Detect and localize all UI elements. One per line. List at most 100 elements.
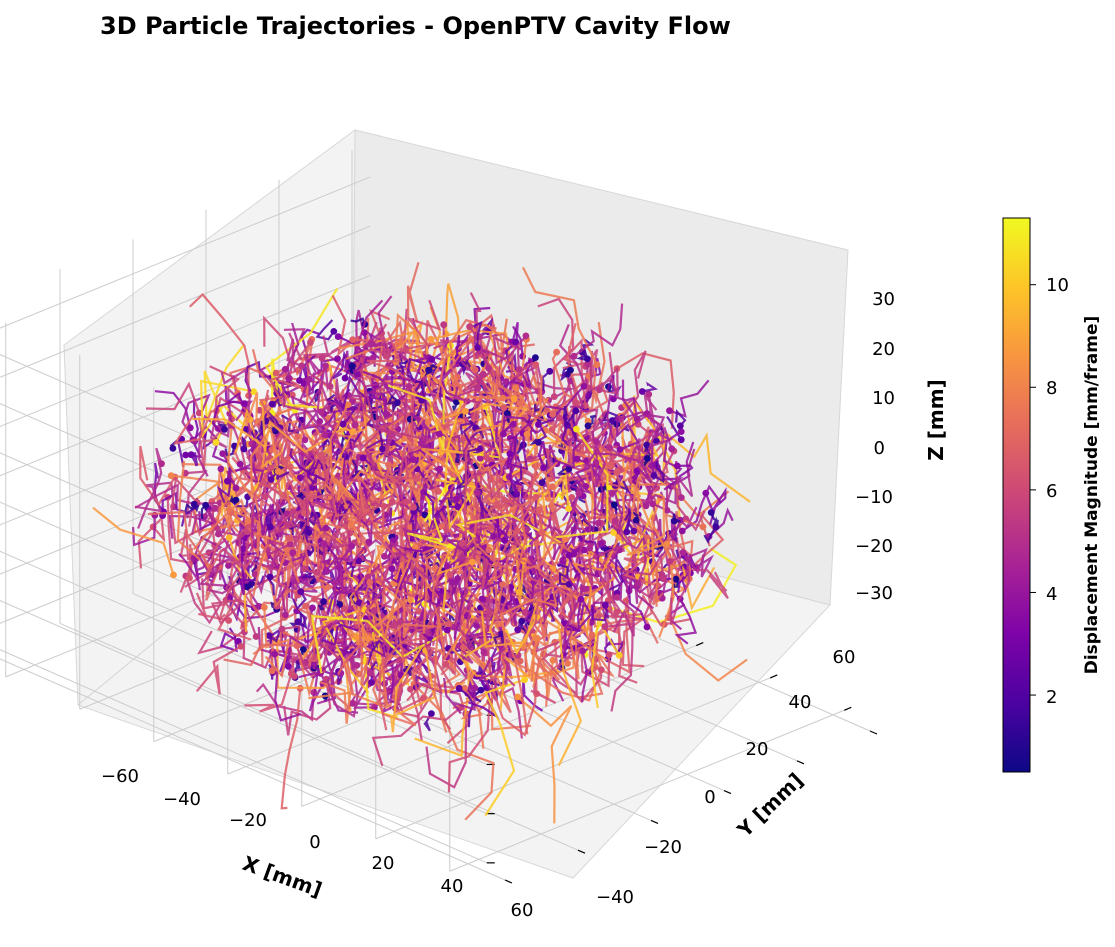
particle-point xyxy=(417,439,425,447)
trajectory-line xyxy=(653,563,693,585)
particle-point xyxy=(301,436,309,444)
trajectory-line xyxy=(190,507,216,536)
colorbar-label: Displacement Magnitude [mm/frame] xyxy=(1082,316,1102,675)
particle-point xyxy=(630,527,638,535)
trajectory-line xyxy=(176,460,210,569)
particle-point xyxy=(487,524,494,531)
particle-point xyxy=(355,557,362,565)
particle-point xyxy=(244,517,252,525)
trajectory-line xyxy=(498,634,603,702)
particle-point xyxy=(379,445,386,453)
trajectory-line xyxy=(206,509,248,556)
x-tick-label: −20 xyxy=(229,810,267,831)
particle-point xyxy=(707,509,715,516)
particle-point xyxy=(469,558,476,566)
particle-point xyxy=(477,686,485,694)
grid-line xyxy=(375,674,778,840)
particle-point xyxy=(522,332,530,340)
grid-line xyxy=(449,706,852,872)
particle-point xyxy=(402,498,410,506)
trajectory-line xyxy=(406,357,433,375)
grid-line xyxy=(0,225,371,378)
particle-point xyxy=(485,364,492,372)
trajectory-line xyxy=(333,537,370,563)
trajectory-line xyxy=(445,406,502,503)
particle-point xyxy=(540,464,547,472)
particle-point xyxy=(435,430,443,438)
particle-point xyxy=(322,362,329,370)
particle-point xyxy=(499,394,507,402)
trajectory-line xyxy=(192,498,249,551)
particle-point xyxy=(533,634,541,642)
trajectory-line xyxy=(266,543,291,574)
trajectory-line xyxy=(677,464,694,478)
trajectory-line xyxy=(415,456,426,479)
trajectory-line xyxy=(329,392,368,507)
particle-point xyxy=(478,595,486,603)
particle-point xyxy=(167,472,175,479)
trajectory-line xyxy=(541,531,575,620)
particle-point xyxy=(668,445,676,453)
particle-point xyxy=(211,504,219,512)
trajectory-line xyxy=(468,292,482,343)
particle-point xyxy=(217,465,225,473)
particle-point xyxy=(643,623,651,631)
particle-point xyxy=(349,362,356,370)
particle-point xyxy=(443,626,451,634)
particle-point xyxy=(309,604,316,612)
particle-point xyxy=(268,667,276,675)
particle-point xyxy=(182,451,190,459)
trajectory-line xyxy=(269,510,309,549)
particle-point xyxy=(572,399,579,406)
particle-point xyxy=(300,565,308,573)
particle-point xyxy=(296,474,304,482)
trajectory-line xyxy=(227,426,280,502)
trajectory-line xyxy=(244,673,293,713)
particle-point xyxy=(649,500,657,508)
trajectory-line xyxy=(570,492,586,563)
particle-point xyxy=(355,599,363,607)
trajectory-line xyxy=(388,450,410,480)
trajectory-line xyxy=(556,647,597,686)
trajectory-line xyxy=(462,369,487,393)
particle-point xyxy=(443,563,451,570)
particle-point xyxy=(284,663,292,670)
particle-point xyxy=(565,505,572,512)
particle-point xyxy=(453,398,460,406)
particle-point xyxy=(549,656,557,664)
x-tick-labels: −60 −40 −20 0 20 40 60 xyxy=(101,766,533,921)
particle-point xyxy=(413,475,421,483)
trajectory-line xyxy=(582,520,632,587)
particle-point xyxy=(219,450,227,457)
trajectory-line xyxy=(355,309,375,354)
colorbar: 2 4 6 8 10 Displacement Magnitude [mm/fr… xyxy=(1002,217,1102,773)
grid-line xyxy=(0,599,487,815)
particle-point xyxy=(532,354,539,361)
trajectory-line xyxy=(558,470,589,492)
trajectory-line xyxy=(622,552,665,579)
particle-point xyxy=(595,386,603,394)
particle-point xyxy=(673,462,681,470)
trajectory-line xyxy=(218,524,255,621)
particle-point xyxy=(396,338,404,346)
trajectory-line xyxy=(319,545,353,587)
particle-point xyxy=(608,489,616,497)
particle-point xyxy=(454,575,461,583)
particle-point xyxy=(224,477,231,485)
particle-point xyxy=(281,365,289,373)
particle-point xyxy=(411,543,419,551)
trajectory-line xyxy=(319,652,377,724)
particle-point xyxy=(512,338,520,346)
trajectory-line xyxy=(170,476,202,545)
particle-point xyxy=(425,366,432,374)
trajectory-line xyxy=(362,481,384,505)
particle-point xyxy=(330,328,338,335)
trajectory-line xyxy=(342,403,360,425)
trajectory-line xyxy=(618,410,673,449)
particle-point xyxy=(305,376,313,383)
trajectory-line xyxy=(344,350,374,403)
particle-point xyxy=(502,378,510,385)
particle-point xyxy=(483,454,490,461)
trajectory-line xyxy=(360,355,426,441)
